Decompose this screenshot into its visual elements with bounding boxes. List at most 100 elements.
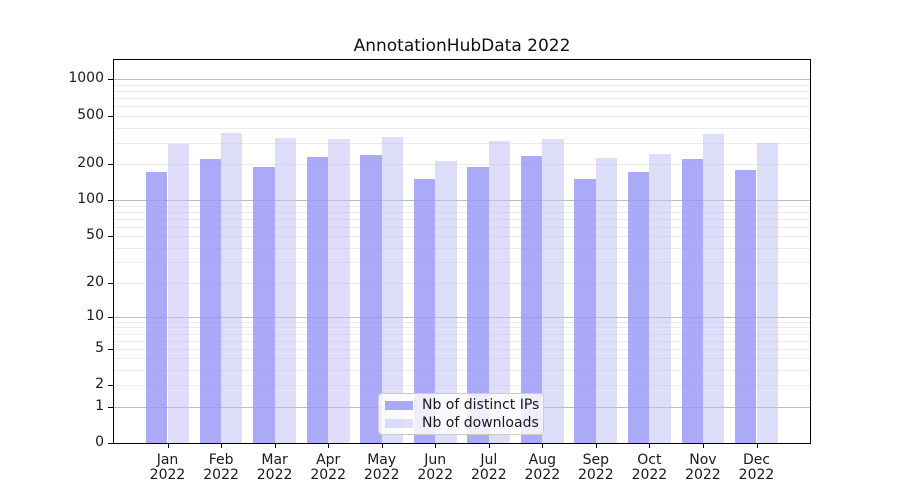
bar-downloads-aug bbox=[542, 139, 564, 443]
bar-distinct-ips-dec bbox=[735, 169, 757, 443]
y-tick-label: 10 bbox=[86, 307, 104, 324]
gridline-minor bbox=[114, 84, 810, 86]
gridline-major bbox=[114, 316, 810, 318]
bar-distinct-ips-mar bbox=[253, 167, 275, 443]
x-tick-year: 2022 bbox=[149, 467, 186, 483]
bar-distinct-ips-jul bbox=[467, 166, 489, 443]
y-tick-label: 20 bbox=[86, 273, 104, 290]
x-tick-year: 2022 bbox=[256, 467, 293, 483]
y-tick-mark bbox=[108, 236, 113, 237]
bar-distinct-ips-apr bbox=[306, 157, 329, 443]
x-tick-label-nov: Nov 2022 bbox=[663, 453, 743, 483]
bar-downloads-apr bbox=[328, 139, 350, 443]
x-tick-year: 2022 bbox=[417, 467, 453, 483]
y-tick-label: 1000 bbox=[68, 70, 104, 87]
x-tick-month: Sep bbox=[582, 452, 609, 468]
x-tick-mark bbox=[702, 444, 704, 448]
x-tick-label-mar: Mar 2022 bbox=[235, 453, 315, 483]
gridline-minor bbox=[114, 358, 810, 360]
x-tick-label-jun: Jun 2022 bbox=[395, 453, 475, 483]
gridline-minor bbox=[114, 226, 810, 228]
x-tick-label-aug: Aug 2022 bbox=[502, 453, 582, 483]
gridline-minor bbox=[114, 236, 810, 237]
bar-downloads-jan bbox=[167, 144, 189, 443]
gridline-minor bbox=[114, 333, 810, 335]
legend-label-downloads: Nb of downloads bbox=[422, 415, 539, 431]
bar-distinct-ips-nov bbox=[681, 158, 703, 443]
x-tick-label-dec: Dec 2022 bbox=[717, 453, 797, 483]
x-tick-year: 2022 bbox=[363, 467, 400, 483]
gridline-major bbox=[114, 79, 810, 81]
gridline-minor bbox=[114, 340, 810, 342]
gridline-minor bbox=[114, 348, 810, 350]
plot-area bbox=[113, 59, 811, 444]
x-tick-month: Apr bbox=[316, 452, 341, 468]
bar-distinct-ips-jun bbox=[413, 178, 436, 443]
bar-distinct-ips-feb bbox=[199, 159, 222, 443]
x-tick-label-feb: Feb 2022 bbox=[181, 453, 261, 483]
gridline-minor bbox=[114, 205, 810, 207]
x-tick-year: 2022 bbox=[470, 467, 507, 483]
y-tick-mark bbox=[108, 79, 113, 81]
x-tick-month: Mar bbox=[261, 452, 288, 468]
bar-downloads-dec bbox=[756, 142, 778, 443]
x-tick-label-sep: Sep 2022 bbox=[556, 453, 636, 483]
x-tick-mark bbox=[274, 444, 276, 448]
x-tick-mark bbox=[488, 444, 490, 448]
x-tick-month: Jun bbox=[424, 452, 447, 468]
legend-swatch-distinct-ips-icon bbox=[385, 400, 413, 410]
y-tick-mark bbox=[108, 200, 113, 202]
gridline-minor bbox=[114, 115, 810, 117]
gridline-minor bbox=[114, 385, 810, 387]
y-tick-mark bbox=[108, 316, 113, 318]
bar-distinct-ips-sep bbox=[574, 179, 596, 443]
x-tick-mark bbox=[381, 444, 383, 448]
bar-distinct-ips-aug bbox=[520, 155, 543, 443]
gridline-major bbox=[114, 200, 810, 202]
gridline-minor bbox=[114, 91, 810, 93]
gridline-minor bbox=[114, 327, 810, 329]
y-tick-mark bbox=[108, 115, 113, 117]
x-tick-year: 2022 bbox=[203, 467, 239, 483]
bar-downloads-mar bbox=[274, 138, 296, 443]
x-tick-mark bbox=[756, 444, 758, 448]
bar-downloads-may bbox=[381, 136, 404, 443]
x-tick-label-jan: Jan 2022 bbox=[128, 453, 208, 483]
gridline-minor bbox=[114, 282, 810, 284]
legend-item-downloads: Nb of downloads bbox=[385, 414, 539, 432]
gridline-minor bbox=[114, 262, 810, 264]
y-tick-mark bbox=[108, 406, 113, 408]
y-tick-mark bbox=[108, 163, 113, 165]
y-tick-label: 50 bbox=[86, 227, 104, 243]
y-tick-label: 5 bbox=[95, 339, 104, 356]
x-tick-label-jul: Jul 2022 bbox=[449, 453, 529, 483]
gridline-minor bbox=[114, 211, 810, 213]
x-tick-label-apr: Apr 2022 bbox=[288, 453, 368, 483]
x-tick-label-oct: Oct 2022 bbox=[609, 453, 689, 483]
y-tick-label: 2 bbox=[95, 376, 104, 393]
x-tick-month: Nov bbox=[689, 452, 717, 468]
y-tick-mark bbox=[108, 282, 113, 284]
bar-downloads-jun bbox=[435, 161, 457, 443]
y-tick-label: 0 bbox=[95, 434, 104, 450]
gridline-minor bbox=[114, 98, 810, 100]
y-tick-mark bbox=[108, 348, 113, 350]
x-tick-mark bbox=[542, 444, 544, 448]
bar-downloads-feb bbox=[221, 132, 243, 443]
x-tick-mark bbox=[649, 444, 651, 448]
x-tick-label-may: May 2022 bbox=[342, 453, 422, 483]
chart-title: AnnotationHubData 2022 bbox=[353, 36, 571, 56]
x-tick-year: 2022 bbox=[631, 467, 668, 483]
gridline-minor bbox=[114, 142, 810, 144]
legend-swatch-downloads-icon bbox=[385, 418, 413, 428]
x-tick-year: 2022 bbox=[524, 467, 561, 483]
bar-distinct-ips-may bbox=[360, 155, 382, 443]
y-tick-label: 500 bbox=[77, 106, 104, 123]
x-tick-mark bbox=[595, 444, 597, 448]
bar-distinct-ips-jan bbox=[146, 171, 168, 443]
x-tick-mark bbox=[435, 444, 437, 448]
legend: Nb of distinct IPs Nb of downloads bbox=[378, 393, 544, 435]
gridline-minor bbox=[114, 163, 810, 165]
gridline-minor bbox=[114, 370, 810, 371]
